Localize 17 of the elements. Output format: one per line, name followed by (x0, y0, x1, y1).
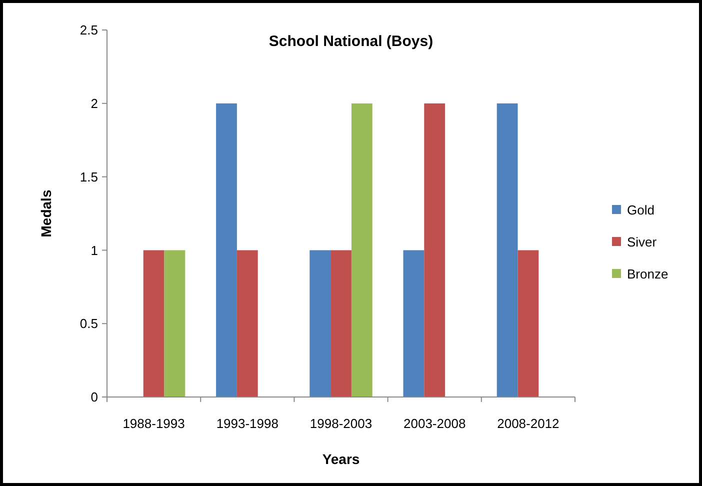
y-tick-label: 0 (90, 390, 98, 405)
x-tick-label: 1993-1998 (216, 416, 278, 431)
y-tick-label: 1 (90, 242, 98, 258)
x-tick-label: 1988-1993 (122, 416, 185, 431)
x-axis-title: Years (322, 451, 360, 467)
y-tick-label: 2 (90, 96, 98, 111)
y-axis-title: Medals (38, 190, 54, 238)
x-tick-label: 1998-2003 (310, 416, 372, 431)
chart-title: School National (Boys) (268, 33, 434, 50)
x-tick-label: 2003-2008 (404, 416, 466, 431)
legend-label: Siver (627, 234, 658, 250)
y-tick-label: 1.5 (80, 169, 98, 184)
y-tick-label: 2.5 (80, 22, 98, 38)
legend-label: Bronze (627, 266, 668, 282)
y-tick-label: 0.5 (80, 316, 98, 332)
x-tick-label: 2008-2012 (497, 416, 560, 431)
legend-label: Gold (627, 202, 654, 218)
